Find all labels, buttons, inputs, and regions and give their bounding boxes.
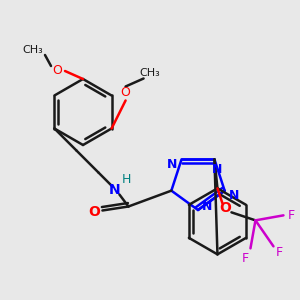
Text: F: F bbox=[242, 252, 249, 265]
Text: N: N bbox=[202, 200, 212, 214]
Text: H: H bbox=[122, 173, 131, 186]
Text: O: O bbox=[88, 205, 101, 218]
Text: CH₃: CH₃ bbox=[22, 45, 44, 55]
Text: O: O bbox=[52, 64, 62, 76]
Text: CH₃: CH₃ bbox=[139, 68, 160, 79]
Text: N: N bbox=[167, 158, 178, 171]
Text: F: F bbox=[276, 246, 283, 259]
Text: F: F bbox=[288, 209, 295, 222]
Text: N: N bbox=[109, 182, 120, 197]
Text: O: O bbox=[121, 86, 130, 99]
Text: N: N bbox=[228, 189, 239, 202]
Text: N: N bbox=[212, 163, 223, 176]
Text: O: O bbox=[220, 201, 231, 215]
